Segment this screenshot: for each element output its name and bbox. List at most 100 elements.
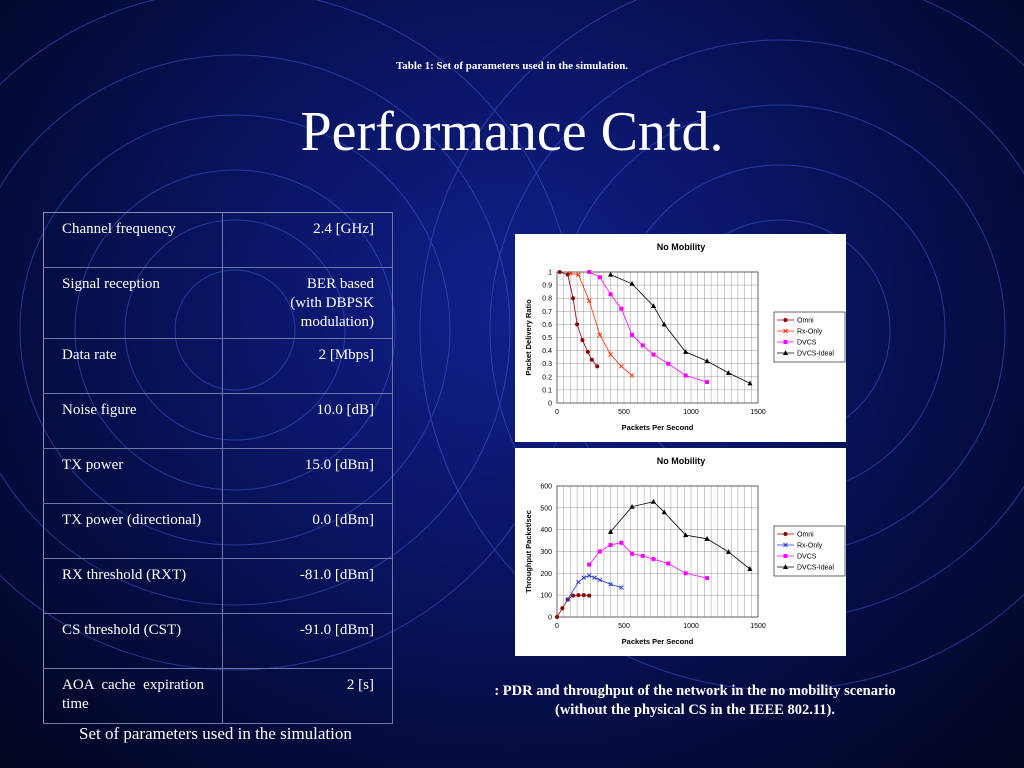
data-point [580, 338, 585, 343]
legend-marker [783, 554, 788, 558]
data-point [581, 575, 587, 581]
x-tick-label: 500 [618, 623, 630, 630]
legend-marker [783, 340, 788, 344]
data-point [568, 270, 573, 276]
data-point [619, 585, 624, 590]
data-point [640, 553, 645, 558]
param-value: 10.0 [dB] [222, 393, 393, 449]
y-tick-label: 0.1 [542, 387, 552, 394]
data-point [555, 615, 559, 619]
y-tick-label: 0.4 [542, 348, 552, 355]
data-point [597, 549, 602, 554]
chart-caption-line2: (without the physical CS in the IEEE 802… [555, 702, 835, 718]
data-point [597, 577, 603, 583]
y-tick-label: 600 [540, 484, 552, 491]
data-point [575, 322, 580, 327]
data-point [608, 581, 613, 587]
data-point [630, 551, 635, 556]
y-tick-label: 100 [540, 593, 552, 600]
data-point [704, 358, 710, 364]
data-point [725, 549, 732, 554]
y-tick-label: 0.7 [542, 309, 552, 316]
y-axis-label: Throughput Packet/sec [524, 510, 533, 593]
table-row: TX power 15.0 [dBm] [43, 448, 393, 504]
table-row: TX power (directional) 0.0 [dBm] [43, 503, 393, 559]
data-point [608, 542, 613, 547]
x-tick-label: 0 [555, 409, 559, 416]
chart-caption-line1: : PDR and throughput of the network in t… [494, 683, 896, 699]
legend-marker [782, 350, 789, 355]
series-line [589, 271, 708, 383]
data-point [595, 364, 600, 369]
data-point [619, 540, 624, 545]
data-point [585, 349, 590, 354]
data-point [581, 593, 586, 598]
param-name: Channel frequency [43, 212, 223, 268]
param-name: Noise figure [43, 393, 223, 449]
legend-entry: Rx-Only [797, 329, 823, 336]
data-point [586, 573, 592, 578]
data-point [650, 498, 657, 504]
data-point [725, 370, 732, 375]
y-tick-label: 0 [548, 401, 552, 408]
series-omni [555, 593, 592, 619]
x-tick-label: 1000 [683, 409, 699, 416]
data-point [587, 270, 592, 274]
data-point [661, 321, 667, 327]
x-axis-label: Packets Per Second [622, 423, 694, 432]
top-caption: Table 1: Set of parameters used in the s… [395, 60, 629, 72]
data-point [630, 332, 635, 337]
table-row: Signal reception BER based (with DBPSK m… [43, 267, 393, 339]
param-value: -81.0 [dBm] [222, 558, 393, 614]
x-tick-label: 1500 [750, 623, 766, 630]
x-axis-label: Packets Per Second [622, 637, 694, 646]
data-point [705, 576, 710, 581]
series-dvcs-ideal [608, 271, 753, 386]
x-tick-label: 1000 [683, 623, 699, 630]
y-axis-label: Packet Delivery Ratio [524, 299, 533, 376]
table-caption: Set of parameters used in the simulation [79, 724, 352, 743]
data-point [704, 536, 710, 541]
legend-marker [783, 318, 788, 322]
series-dvcs [587, 540, 710, 581]
data-point [683, 532, 689, 538]
data-point [608, 271, 614, 277]
x-tick-label: 0 [555, 623, 559, 630]
data-point [629, 280, 635, 286]
series-dvcs [587, 270, 710, 385]
y-tick-label: 0.5 [542, 335, 552, 342]
y-tick-label: 0.8 [542, 296, 552, 303]
data-point [651, 352, 656, 357]
data-point [683, 349, 689, 354]
legend-entry: DVCS-Ideal [797, 565, 834, 572]
data-point [597, 332, 603, 338]
throughput-chart-svg: No Mobility 0 100 200 300 400 500 600 0 500 1000 15… [524, 456, 846, 646]
legend-entry: DVCS [797, 554, 817, 561]
data-point [683, 571, 688, 576]
table-row: AOA cache expiration time 2 [s] [43, 668, 393, 724]
data-point [565, 597, 571, 602]
param-name: RX threshold (RXT) [43, 558, 223, 614]
legend-entry: Omni [797, 318, 814, 325]
chart-title: No Mobility [657, 242, 706, 252]
slide-title: Performance Cntd. [300, 101, 724, 163]
param-value: 2 [s] [222, 668, 393, 724]
data-point [619, 306, 624, 311]
table-row: Channel frequency 2.4 [GHz] [43, 212, 393, 268]
data-point [586, 298, 592, 304]
table-row: Data rate 2 [Mbps] [43, 338, 393, 394]
data-point [589, 357, 594, 362]
data-point [666, 561, 671, 566]
param-name: AOA cache expiration time [43, 668, 223, 724]
data-point [576, 272, 581, 277]
param-value: -91.0 [dBm] [222, 613, 393, 669]
data-point [560, 606, 565, 611]
y-tick-label: 1 [548, 270, 552, 277]
table-row: Noise figure 10.0 [dB] [43, 393, 393, 449]
param-value: 15.0 [dBm] [222, 448, 393, 504]
series-line [588, 542, 708, 579]
data-point [608, 529, 614, 534]
series-line [610, 274, 751, 384]
y-tick-label: 0 [548, 615, 552, 622]
table-row: RX threshold (RXT) -81.0 [dBm] [43, 558, 393, 614]
